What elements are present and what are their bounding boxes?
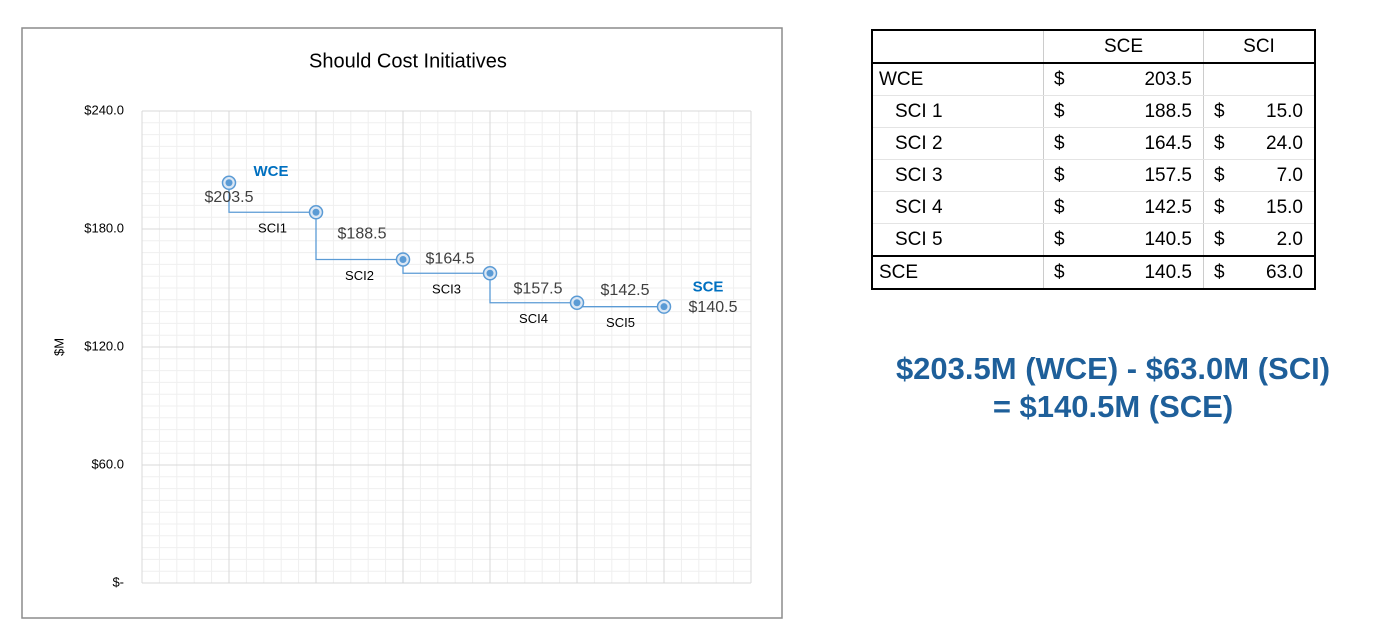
point <box>660 303 668 311</box>
currency: $ <box>1043 127 1068 160</box>
sce-value: 140.5 <box>1068 255 1204 290</box>
point <box>312 208 320 216</box>
currency <box>1203 63 1228 96</box>
currency: $ <box>1203 223 1228 257</box>
sce-value: 140.5 <box>1068 223 1204 257</box>
currency: $ <box>1043 159 1068 192</box>
row-label: SCI 3 <box>871 159 1044 192</box>
row-label: SCI 1 <box>871 95 1044 128</box>
point-label: WCE <box>254 163 289 180</box>
table-row: SCI 1 $188.5 $15.0 <box>871 95 1315 128</box>
formula-line: $203.5M (WCE) - $63.0M (SCI) <box>895 351 1331 386</box>
step-label: SCI1 <box>258 221 287 236</box>
y-tick-label: $180.0 <box>84 220 124 235</box>
point <box>486 269 494 277</box>
value-label: $157.5 <box>514 280 563 297</box>
table-row: WCE $203.5 <box>871 63 1315 96</box>
chart-title: Should Cost Initiatives <box>309 50 507 72</box>
step-line <box>315 212 403 261</box>
sce-value: 188.5 <box>1068 95 1204 128</box>
value-label: $140.5 <box>689 299 738 316</box>
sci-value: 63.0 <box>1228 255 1315 290</box>
row-label: SCI 4 <box>871 191 1044 224</box>
corner <box>871 30 1044 64</box>
sci-value: 24.0 <box>1228 127 1315 160</box>
step-label: SCI4 <box>519 311 548 326</box>
table-row: SCI 5 $140.5 $2.0 <box>871 223 1315 257</box>
point-label: SCE <box>693 279 724 296</box>
summary-table: SCE SCI WCE $203.5 SCI 1 $188.5 $15.0 SCI 2 $1… <box>871 29 1316 290</box>
column-header: SCE <box>1043 30 1204 64</box>
value-label: $188.5 <box>338 226 387 243</box>
chart: Should Cost Initiatives $M $- $60.0 $120.0… <box>21 27 783 619</box>
value-label: $203.5 <box>205 189 254 206</box>
currency: $ <box>1203 159 1228 192</box>
formula-line: = $140.5M (SCE) <box>992 389 1234 424</box>
row-label: SCE <box>871 255 1044 290</box>
currency: $ <box>1043 95 1068 128</box>
currency: $ <box>1043 63 1068 96</box>
point <box>225 179 233 187</box>
grid: $- $60.0 $120.0 $180.0 $240.0 <box>84 102 752 589</box>
currency: $ <box>1043 223 1068 257</box>
y-tick-label: $- <box>112 574 124 589</box>
sci-value: 2.0 <box>1228 223 1315 257</box>
y-tick-label: $120.0 <box>84 338 124 353</box>
sce-value: 164.5 <box>1068 127 1204 160</box>
formula: $203.5M (WCE) - $63.0M (SCI) = $140.5M (… <box>860 350 1366 426</box>
currency: $ <box>1043 191 1068 224</box>
row-label: WCE <box>871 63 1044 96</box>
y-axis-label: $M <box>51 338 66 356</box>
sci-value <box>1228 63 1315 96</box>
table-row: SCI 3 $157.5 $7.0 <box>871 159 1315 192</box>
currency: $ <box>1203 255 1228 290</box>
table-row: SCI 4 $142.5 $15.0 <box>871 191 1315 224</box>
step-label: SCI2 <box>345 268 374 283</box>
row-label: SCI 2 <box>871 127 1044 160</box>
point <box>573 299 581 307</box>
step-label: SCI5 <box>606 315 635 330</box>
y-tick-label: $240.0 <box>84 102 124 117</box>
sce-value: 203.5 <box>1068 63 1204 96</box>
currency: $ <box>1203 95 1228 128</box>
table-row: SCE $140.5 $63.0 <box>871 255 1315 290</box>
sci-value: 15.0 <box>1228 191 1315 224</box>
sce-value: 142.5 <box>1068 191 1204 224</box>
currency: $ <box>1203 191 1228 224</box>
table-row: SCI 2 $164.5 $24.0 <box>871 127 1315 160</box>
sci-value: 7.0 <box>1228 159 1315 192</box>
value-label: $164.5 <box>426 251 475 268</box>
row-label: SCI 5 <box>871 223 1044 257</box>
value-label: $142.5 <box>601 282 650 299</box>
sce-value: 157.5 <box>1068 159 1204 192</box>
sci-value: 15.0 <box>1228 95 1315 128</box>
step-line <box>489 273 577 304</box>
column-header: SCI <box>1203 30 1315 64</box>
currency: $ <box>1203 127 1228 160</box>
step-line <box>228 182 316 213</box>
step-label: SCI3 <box>432 282 461 297</box>
point <box>399 255 407 263</box>
currency: $ <box>1043 255 1068 290</box>
header-row: SCE SCI <box>871 30 1315 64</box>
y-tick-label: $60.0 <box>91 456 124 471</box>
